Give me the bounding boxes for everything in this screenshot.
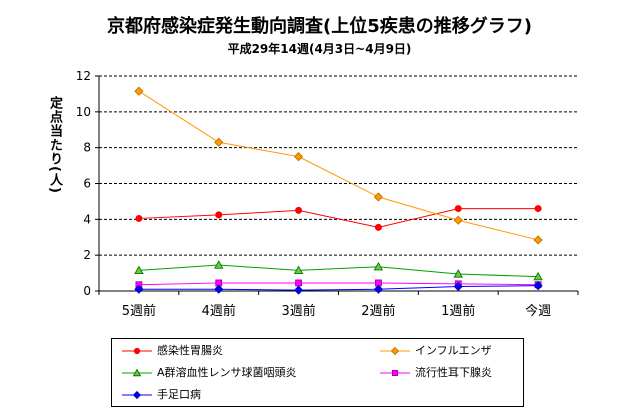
data-point (373, 284, 383, 294)
y-tick-label: 8 (83, 141, 91, 155)
data-point (293, 265, 304, 274)
y-tick-label: 10 (76, 105, 91, 119)
series-line (138, 282, 539, 286)
data-point (134, 284, 144, 294)
legend-label: 流行性耳下腺炎 (415, 366, 492, 379)
legend-marker (132, 390, 142, 400)
y-tick-label: 0 (83, 284, 91, 298)
data-point (533, 281, 543, 291)
series-line (138, 90, 539, 241)
legend-swatch (380, 346, 410, 356)
data-point (373, 192, 383, 202)
y-tick-label: 2 (83, 248, 91, 262)
legend-marker (132, 368, 142, 377)
series-1 (134, 86, 543, 245)
data-point (534, 205, 542, 213)
legend-label: A群溶血性レンサ球菌咽頭炎 (157, 366, 297, 379)
series-2 (134, 260, 543, 281)
legend-swatch (122, 390, 152, 400)
data-point (373, 261, 384, 271)
legend: 感染性胃腸炎 インフルエンザ A群溶血性レンサ球菌咽頭炎 流行性耳下腺炎手足口病 (111, 338, 524, 407)
x-tick-label: 3週前 (281, 303, 315, 319)
data-point (533, 271, 543, 281)
data-point (533, 235, 543, 245)
data-point (215, 211, 223, 219)
data-point (454, 205, 462, 213)
gridlines (99, 75, 578, 256)
legend-label: 手足口病 (157, 388, 201, 401)
legend-marker (391, 369, 399, 377)
series-4 (134, 281, 543, 295)
legend-swatch (122, 347, 152, 355)
x-tick-labels: 5週前 4週前 3週前 2週前 1週前 今週 (122, 303, 551, 319)
data-point (295, 206, 303, 214)
data-point (453, 215, 463, 225)
data-point (135, 214, 143, 222)
legend-marker (390, 346, 400, 356)
legend-label: インフルエンザ (415, 344, 492, 357)
y-axis-label: 定点当たり(人) (47, 96, 62, 194)
series-line (138, 285, 539, 291)
data-point (214, 284, 224, 294)
data-point (294, 285, 304, 295)
x-tick-label: 今週 (525, 303, 551, 319)
data-point (374, 223, 382, 231)
y-tick-label: 6 (83, 177, 91, 191)
x-tick-label: 1週前 (441, 303, 475, 319)
data-point (453, 281, 463, 292)
series-0 (135, 205, 542, 231)
data-point (295, 279, 302, 287)
legend-label: 感染性胃腸炎 (157, 344, 223, 357)
y-tick-label: 4 (83, 212, 91, 226)
data-point (134, 86, 144, 96)
data-point (453, 269, 463, 278)
y-tick-labels: 0 2 4 6 8 10 12 (76, 69, 91, 298)
y-tick-label: 12 (76, 69, 91, 83)
data-point (294, 152, 304, 162)
chart-subtitle: 平成29年14週(4月3日~4月9日) (227, 42, 412, 56)
series-line (138, 208, 539, 228)
legend-swatch (122, 368, 152, 377)
x-tick-label: 2週前 (361, 303, 395, 319)
data-point (134, 265, 144, 274)
data-point (214, 260, 224, 269)
x-tick-label: 4週前 (202, 303, 236, 319)
legend-swatch (380, 369, 410, 377)
data-point (214, 137, 224, 147)
series-lines (134, 86, 543, 295)
x-tick-label: 5週前 (122, 303, 156, 319)
chart-title: 京都府感染症発生動向調査(上位5疾患の推移グラフ) (107, 16, 532, 37)
legend-marker (133, 347, 141, 355)
series-line (138, 264, 539, 278)
axes (95, 75, 579, 295)
